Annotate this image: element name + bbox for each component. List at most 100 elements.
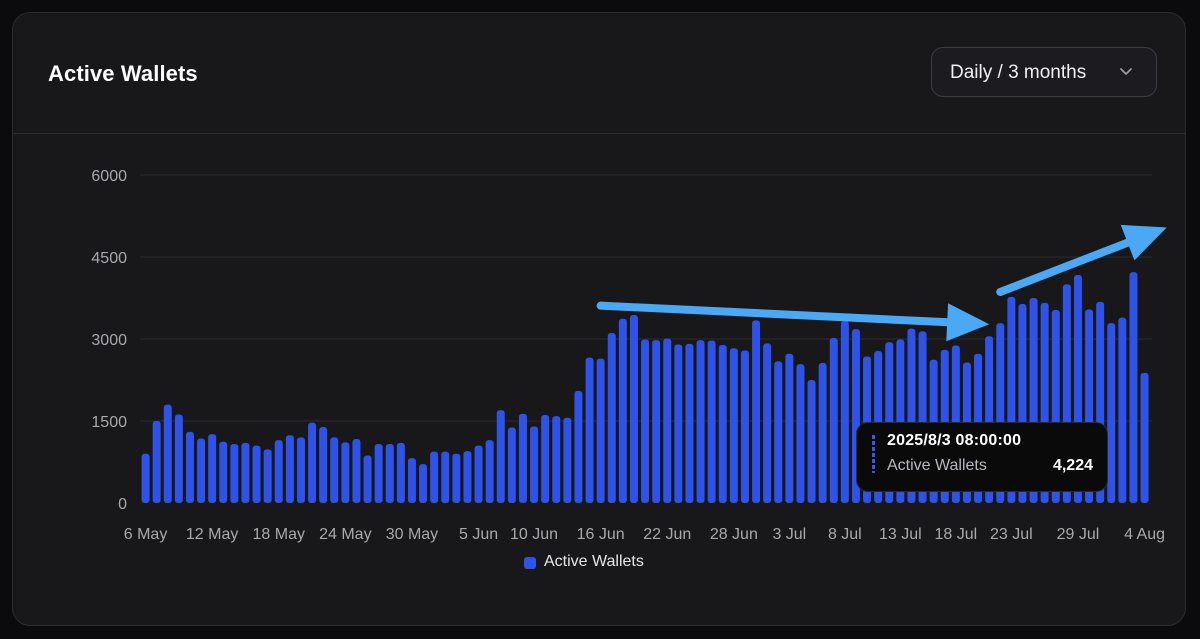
arrow-shaft	[596, 301, 956, 327]
tooltip-series-name: Active Wallets	[887, 457, 987, 474]
legend-label: Active Wallets	[544, 553, 644, 570]
chart-tooltip: 2025/8/3 08:00:00 Active Wallets 4,224	[856, 422, 1108, 492]
card-title: Active Wallets	[48, 61, 198, 86]
bar	[641, 339, 650, 503]
bar	[774, 361, 783, 503]
bar	[829, 337, 838, 503]
x-tick-label: 6 May	[124, 526, 168, 543]
y-tick-label: 0	[118, 496, 127, 513]
bar	[452, 453, 461, 503]
bar	[818, 363, 827, 503]
bar	[263, 449, 272, 503]
bar	[174, 414, 183, 503]
bar	[596, 358, 605, 503]
x-tick-label: 28 Jun	[710, 526, 758, 543]
bar	[197, 438, 206, 503]
bar	[230, 443, 239, 503]
x-tick-label: 10 Jun	[510, 526, 558, 543]
x-tick-label: 12 May	[186, 526, 238, 543]
bar	[607, 332, 616, 503]
bar	[807, 380, 816, 503]
bar	[674, 344, 683, 503]
x-tick-label: 13 Jul	[879, 526, 922, 543]
bar	[696, 340, 705, 503]
bar	[629, 314, 638, 503]
y-tick-label: 1500	[91, 414, 127, 431]
chevron-down-icon	[1120, 68, 1132, 75]
bar	[241, 442, 250, 503]
range-select[interactable]: Daily / 3 months	[931, 47, 1157, 97]
bar	[1140, 372, 1149, 503]
bar	[507, 427, 516, 503]
active-wallets-card: Active Wallets Daily / 3 months	[12, 12, 1186, 626]
arrow-shaft	[996, 237, 1136, 296]
bar	[718, 345, 727, 503]
annotation-arrows	[596, 224, 1167, 342]
bar	[1118, 317, 1127, 503]
bar	[785, 353, 794, 503]
bar	[419, 464, 428, 503]
bar	[407, 458, 416, 503]
bar	[274, 440, 283, 503]
x-tick-label: 18 Jul	[934, 526, 977, 543]
x-tick-label: 30 May	[386, 526, 438, 543]
tooltip-date: 2025/8/3 08:00:00	[887, 432, 1022, 449]
bar	[652, 340, 661, 503]
bar	[552, 416, 561, 503]
x-tick-label: 24 May	[319, 526, 371, 543]
x-tick-label: 23 Jul	[990, 526, 1033, 543]
bar	[330, 437, 339, 503]
x-tick-label: 18 May	[253, 526, 305, 543]
bar	[574, 390, 583, 503]
x-axis-tick-labels: 6 May 12 May 18 May 24 May 30 May 5 Jun 10 Jun…	[124, 526, 1165, 543]
bar	[518, 413, 527, 503]
bar	[141, 453, 150, 503]
x-tick-label: 4 Aug	[1124, 526, 1165, 543]
x-tick-label: 29 Jul	[1057, 526, 1100, 543]
bar	[441, 451, 450, 503]
bar	[163, 404, 172, 503]
arrow-head	[946, 303, 990, 342]
bar	[585, 357, 594, 503]
bar	[308, 422, 317, 503]
bar	[752, 320, 761, 503]
annotation-arrow	[996, 224, 1167, 296]
bar	[285, 435, 294, 503]
range-select-value: Daily / 3 months	[950, 62, 1087, 83]
bar	[485, 440, 494, 503]
y-tick-label: 3000	[91, 332, 127, 349]
bar	[219, 441, 228, 503]
x-tick-label: 16 Jun	[577, 526, 625, 543]
bar	[663, 338, 672, 503]
bar	[729, 348, 738, 503]
tooltip-series-marker	[872, 435, 875, 473]
bar	[685, 343, 694, 503]
bar	[296, 437, 305, 503]
y-axis-tick-labels: 0 1500 3000 4500 6000	[91, 168, 127, 513]
bar	[763, 343, 772, 503]
y-tick-label: 6000	[91, 168, 127, 185]
tooltip-value: 4,224	[1052, 457, 1093, 474]
bar	[496, 410, 505, 503]
bar	[463, 451, 472, 503]
x-tick-label: 3 Jul	[772, 526, 806, 543]
bar	[208, 434, 217, 503]
arrow-head	[1120, 224, 1167, 261]
bar	[840, 320, 849, 503]
bar	[430, 451, 439, 503]
bar	[341, 442, 350, 503]
bar	[740, 350, 749, 503]
bar	[541, 414, 550, 503]
bar	[1107, 323, 1116, 503]
x-tick-label: 22 Jun	[643, 526, 691, 543]
bar	[374, 443, 383, 503]
annotation-arrow	[596, 301, 990, 342]
bar	[252, 445, 261, 503]
bar	[530, 426, 539, 503]
bar	[152, 421, 161, 503]
bar	[319, 427, 328, 503]
grid-lines	[140, 174, 1152, 422]
bar	[396, 442, 405, 503]
bar	[618, 318, 627, 503]
x-tick-label: 8 Jul	[828, 526, 862, 543]
